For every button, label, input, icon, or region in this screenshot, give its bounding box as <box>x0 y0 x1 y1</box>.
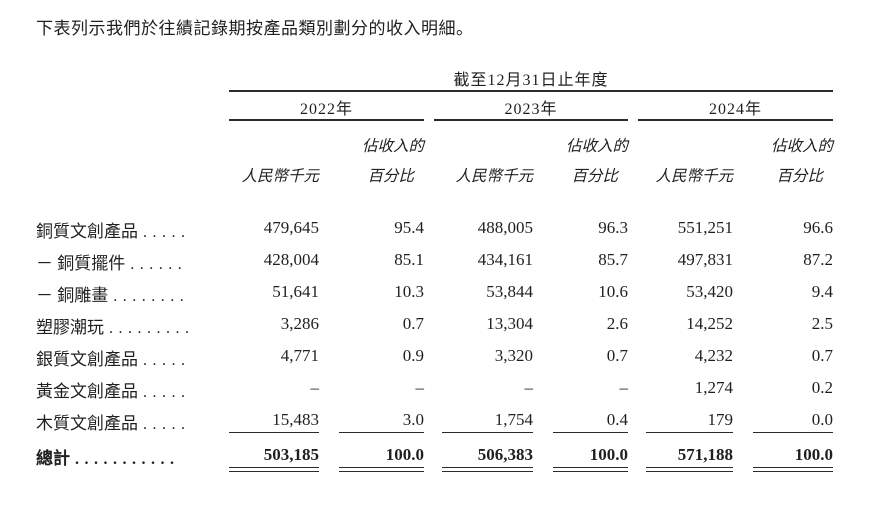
cell-value: 4,232 <box>694 346 733 365</box>
cell-value: 3,286 <box>280 314 319 333</box>
table-row-copper-relief-paintings: － 銅雕畫........ 51,641 10.3 53,844 10.6 53… <box>36 277 833 309</box>
dot-leader: ..... <box>143 351 191 369</box>
year-header-2023: 2023年 <box>434 91 628 121</box>
total-value: 503,185 <box>229 445 319 472</box>
cell-value: 497,831 <box>677 250 733 269</box>
cell-value: 51,641 <box>272 282 319 301</box>
revenue-by-product-table: 截至12月31日止年度 2022年 2023年 2024年 人民幣千元 佔收入的… <box>36 62 834 475</box>
cell-value: – <box>415 378 425 397</box>
table-row-copper-ornaments: － 銅質擺件...... 428,004 85.1 434,161 85.7 4… <box>36 245 833 277</box>
total-value: 506,383 <box>442 445 533 472</box>
row-label: 木質文創產品 <box>36 413 138 433</box>
row-label: － 銅質擺件 <box>36 253 126 273</box>
cell-value: 0.7 <box>606 346 628 365</box>
cell-value: 10.6 <box>598 282 628 301</box>
table-row-total: 總計........... 503,185 100.0 506,383 100.… <box>36 437 834 475</box>
year-header-2022: 2022年 <box>229 91 424 121</box>
cell-value: – <box>310 378 320 397</box>
period-header-row: 截至12月31日止年度 <box>36 62 834 92</box>
table-row-gold-products: 黃金文創產品..... – – – – 1,274 0.2 <box>36 373 833 405</box>
col-header-pct-2022: 佔收入的 百分比 <box>361 138 424 185</box>
cell-value: 14,252 <box>686 314 733 333</box>
dot-leader: ........ <box>113 287 190 305</box>
cell-value: 1,754 <box>442 410 533 433</box>
table-row-plastic-toys: 塑膠潮玩......... 3,286 0.7 13,304 2.6 14,25… <box>36 309 833 341</box>
cell-value: 0.7 <box>811 346 834 365</box>
cell-value: 2.5 <box>811 314 834 333</box>
cell-value: 53,420 <box>686 282 733 301</box>
dot-leader: ..... <box>143 415 191 433</box>
row-label: 黃金文創產品 <box>36 381 138 401</box>
cell-value: 0.7 <box>402 314 424 333</box>
cell-value: 96.6 <box>803 218 834 237</box>
dot-leader: ......... <box>109 319 195 337</box>
year-header-row: 2022年 2023年 2024年 <box>36 91 834 121</box>
col-header-pct-2024: 佔收入的 百分比 <box>771 138 834 185</box>
column-header-row: 人民幣千元 佔收入的 百分比 人民幣千元 佔收入的 百分比 人民幣千元 佔收入的 百分… <box>36 120 833 191</box>
total-value: 571,188 <box>646 445 733 472</box>
row-label: 銀質文創產品 <box>36 349 138 369</box>
total-label: 總計 <box>36 448 70 468</box>
row-label: 塑膠潮玩 <box>36 317 104 337</box>
cell-value: 95.4 <box>394 218 424 237</box>
cell-value: 551,251 <box>677 218 733 237</box>
dot-leader: ..... <box>143 383 191 401</box>
cell-value: 2.6 <box>606 314 628 333</box>
cell-value: 3.0 <box>339 410 424 433</box>
cell-value: 428,004 <box>263 250 319 269</box>
intro-text: 下表列示我們於往績記錄期按產品類別劃分的收入明細。 <box>36 19 474 38</box>
cell-value: 479,645 <box>263 218 319 237</box>
cell-value: 85.1 <box>394 250 424 269</box>
cell-value: 0.4 <box>553 410 628 433</box>
col-header-amount-2022: 人民幣千元 <box>241 167 319 185</box>
dot-leader: ..... <box>143 223 191 241</box>
cell-value: 1,274 <box>694 378 733 397</box>
row-label: － 銅雕畫 <box>36 285 109 305</box>
cell-value: 0.0 <box>753 410 834 433</box>
total-value: 100.0 <box>753 445 834 472</box>
cell-value: 87.2 <box>803 250 834 269</box>
cell-value: 3,320 <box>494 346 533 365</box>
table-row-silver-products: 銀質文創產品..... 4,771 0.9 3,320 0.7 4,232 0.… <box>36 341 833 373</box>
table-row-wooden-products: 木質文創產品..... 15,483 3.0 1,754 0.4 179 0.0 <box>36 405 834 437</box>
cell-value: 179 <box>646 410 733 433</box>
cell-value: 488,005 <box>477 218 533 237</box>
row-label: 銅質文創產品 <box>36 221 138 241</box>
cell-value: 4,771 <box>280 346 319 365</box>
col-header-pct-2023: 佔收入的 百分比 <box>565 138 628 185</box>
cell-value: 53,844 <box>486 282 533 301</box>
cell-value: – <box>524 378 534 397</box>
total-value: 100.0 <box>339 445 424 472</box>
year-header-2024: 2024年 <box>638 91 834 121</box>
cell-value: 85.7 <box>598 250 628 269</box>
cell-value: 10.3 <box>394 282 424 301</box>
col-header-amount-2023: 人民幣千元 <box>455 167 533 185</box>
cell-value: 96.3 <box>598 218 628 237</box>
table-row-copper-products: 銅質文創產品..... 479,645 95.4 488,005 96.3 55… <box>36 213 833 245</box>
cell-value: – <box>619 378 629 397</box>
cell-value: 13,304 <box>486 314 533 333</box>
total-value: 100.0 <box>553 445 628 472</box>
cell-value: 15,483 <box>229 410 319 433</box>
cell-value: 9.4 <box>811 282 834 301</box>
label-column-spacer <box>36 62 229 91</box>
cell-value: 0.9 <box>402 346 424 365</box>
col-header-amount-2024: 人民幣千元 <box>655 167 733 185</box>
header-body-spacer <box>36 191 833 213</box>
period-header: 截至12月31日止年度 <box>229 62 834 92</box>
cell-value: 0.2 <box>811 378 834 397</box>
dot-leader: ...... <box>130 255 188 273</box>
cell-value: 434,161 <box>477 250 533 269</box>
dot-leader: ........... <box>75 450 180 468</box>
